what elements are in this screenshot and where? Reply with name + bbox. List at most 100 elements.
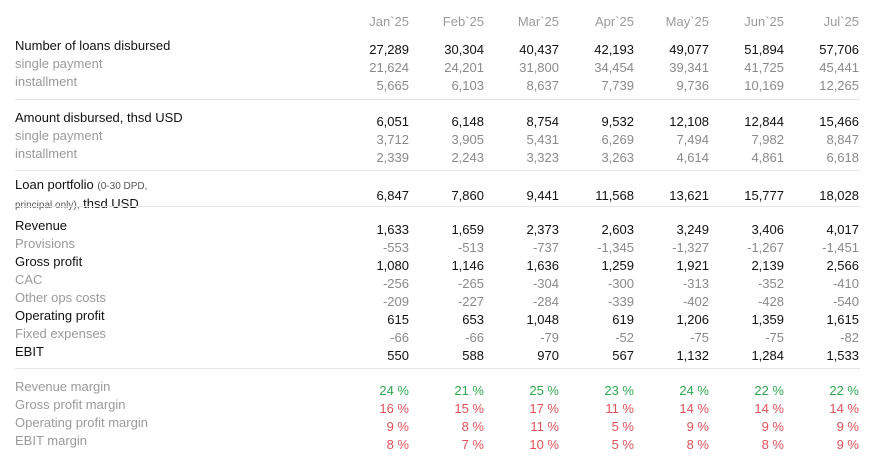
value-cell: -428	[757, 294, 784, 309]
margin-value-cell: 11 %	[605, 401, 634, 416]
pnl-row: Other ops costs -209 -227 -284 -339 -402 -428 -…	[0, 290, 875, 309]
margin-row: Operating profit margin 9 % 8 % 11 % 5 % 9 % 9…	[0, 415, 875, 434]
row-label: Other ops costs	[15, 290, 107, 305]
row-label: Revenue margin	[15, 379, 111, 394]
portfolio-note-a: (0-30 DPD,	[97, 181, 148, 192]
value-cell: 6,847	[376, 188, 409, 203]
margin-value-cell: 8 %	[761, 437, 784, 452]
pnl-row: Provisions -553 -513 -737 -1,345 -1,327 -1,267…	[0, 236, 875, 255]
pnl-row: CAC -256 -265 -304 -300 -313 -352 -410	[0, 272, 875, 291]
value-cell: -410	[832, 276, 859, 291]
row-label: single payment	[15, 128, 103, 143]
margin-value-cell: 14 %	[754, 401, 784, 416]
row-label: EBIT	[15, 344, 44, 359]
value-cell: 4,614	[676, 150, 709, 165]
value-cell: 1,132	[676, 348, 709, 363]
value-cell: 1,359	[751, 312, 784, 327]
value-cell: 30,304	[444, 42, 484, 57]
value-cell: 57,706	[819, 42, 859, 57]
value-cell: -265	[457, 276, 484, 291]
margin-value-cell: 9 %	[386, 419, 409, 434]
value-cell: 1,284	[751, 348, 784, 363]
value-cell: -304	[532, 276, 559, 291]
value-cell: 3,323	[526, 150, 559, 165]
value-cell: 12,265	[819, 78, 859, 93]
value-cell: 6,051	[376, 114, 409, 129]
month-header-cell: Apr`25	[594, 14, 634, 29]
value-cell: 7,860	[451, 188, 484, 203]
month-header-cell: Jan`25	[369, 14, 409, 29]
value-cell: 7,739	[601, 78, 634, 93]
loans-single-row: single payment 21,624 24,201 31,800 34,4…	[0, 56, 875, 75]
row-label: CAC	[15, 272, 43, 287]
value-cell: 9,532	[601, 114, 634, 129]
value-cell: -75	[690, 330, 709, 345]
portfolio-row: Loan portfolio (0-30 DPD, principal only…	[0, 176, 875, 211]
value-cell: 21,624	[369, 60, 409, 75]
value-cell: -66	[390, 330, 409, 345]
value-cell: 9,441	[526, 188, 559, 203]
section-divider	[15, 99, 860, 100]
value-cell: 40,437	[519, 42, 559, 57]
value-cell: 3,249	[676, 222, 709, 237]
pnl-row: Operating profit 615 653 1,048 619 1,206 1,359…	[0, 308, 875, 327]
value-cell: 615	[387, 312, 409, 327]
month-header-cell: Jul`25	[823, 14, 859, 29]
value-cell: 653	[462, 312, 484, 327]
margin-value-cell: 8 %	[386, 437, 409, 452]
row-label: Operating profit margin	[15, 415, 148, 430]
margin-value-cell: 24 %	[679, 383, 709, 398]
value-cell: 12,844	[744, 114, 784, 129]
month-header-cell: May`25	[665, 14, 709, 29]
row-label: Operating profit	[15, 308, 105, 323]
value-cell: 1,048	[526, 312, 559, 327]
value-cell: 1,206	[676, 312, 709, 327]
row-label: installment	[15, 146, 78, 161]
value-cell: 6,618	[826, 150, 859, 165]
value-cell: -227	[457, 294, 484, 309]
pnl-row: Fixed expenses -66 -66 -79 -52 -75 -75 -82	[0, 326, 875, 345]
margin-value-cell: 24 %	[379, 383, 409, 398]
value-cell: 1,615	[826, 312, 859, 327]
row-label: Loan portfolio (0-30 DPD, principal only…	[15, 176, 147, 214]
value-cell: 1,146	[451, 258, 484, 273]
value-cell: 3,263	[601, 150, 634, 165]
value-cell: -66	[465, 330, 484, 345]
month-header: Jan`25 Feb`25 Mar`25 Apr`25 May`25 Jun`2…	[0, 14, 875, 32]
value-cell: 2,566	[826, 258, 859, 273]
value-cell: -256	[382, 276, 409, 291]
portfolio-note-b: principal only),	[15, 200, 79, 211]
value-cell: 8,637	[526, 78, 559, 93]
margin-value-cell: 22 %	[829, 383, 859, 398]
value-cell: -540	[832, 294, 859, 309]
month-header-cell: Mar`25	[517, 14, 559, 29]
row-label: Gross profit	[15, 254, 83, 269]
value-cell: 51,894	[744, 42, 784, 57]
margin-value-cell: 8 %	[461, 419, 484, 434]
row-label: EBIT margin	[15, 433, 88, 448]
value-cell: 5,665	[376, 78, 409, 93]
margin-value-cell: 9 %	[761, 419, 784, 434]
margin-value-cell: 9 %	[686, 419, 709, 434]
row-label: Number of loans disbursed	[15, 38, 171, 53]
value-cell: 42,193	[594, 42, 634, 57]
margin-value-cell: 17 %	[529, 401, 559, 416]
value-cell: -553	[382, 240, 409, 255]
value-cell: 619	[612, 312, 634, 327]
value-cell: -1,345	[597, 240, 634, 255]
value-cell: 7,494	[676, 132, 709, 147]
value-cell: 24,201	[444, 60, 484, 75]
margin-row: EBIT margin 8 % 7 % 10 % 5 % 8 % 8 % 9 %	[0, 433, 875, 452]
margin-value-cell: 14 %	[679, 401, 709, 416]
value-cell: -352	[757, 276, 784, 291]
margin-value-cell: 16 %	[379, 401, 409, 416]
value-cell: 5,431	[526, 132, 559, 147]
value-cell: 1,659	[451, 222, 484, 237]
pnl-row: EBIT 550 588 970 567 1,132 1,284 1,533	[0, 344, 875, 363]
value-cell: -75	[765, 330, 784, 345]
section-divider	[15, 206, 860, 207]
value-cell: 41,725	[744, 60, 784, 75]
margin-value-cell: 22 %	[754, 383, 784, 398]
margin-value-cell: 23 %	[604, 383, 634, 398]
value-cell: 11,568	[595, 188, 634, 203]
